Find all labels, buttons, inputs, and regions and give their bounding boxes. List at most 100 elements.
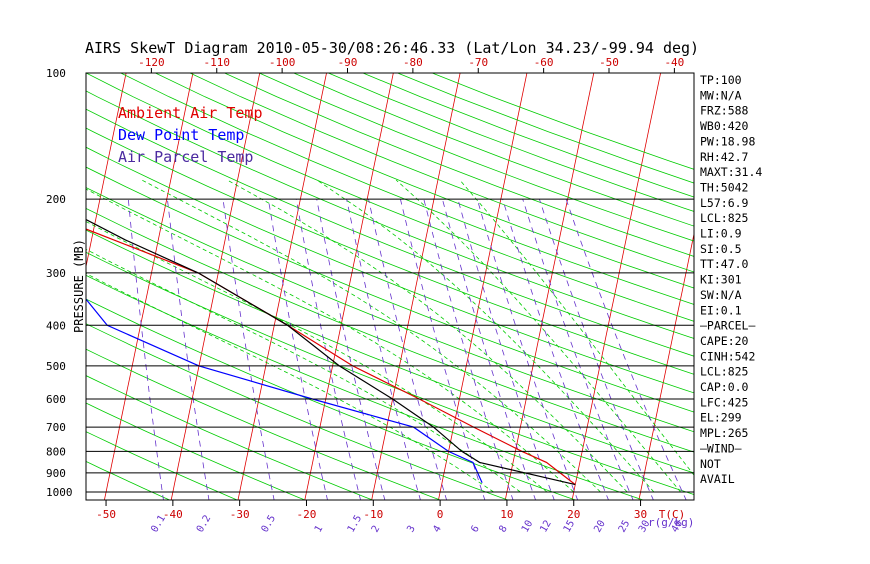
index-item: FRZ:588 [700, 104, 749, 118]
dry-adiabat-line [0, 54, 578, 501]
mixing-ratio-line [167, 199, 209, 501]
index-item: TT:47.0 [700, 257, 749, 271]
index-item: MAXT:31.4 [700, 165, 762, 179]
mixing-ratio-label: 3 [405, 524, 418, 535]
mixing-ratio-label: 2 [370, 524, 383, 535]
index-item: SI:0.5 [700, 242, 742, 256]
legend-entry: Dew Point Temp [118, 126, 244, 144]
isotherm-line [372, 54, 465, 501]
top-tick-label: -70 [468, 56, 488, 69]
legend-entry: Air Parcel Temp [118, 148, 253, 166]
mixing-ratio-line [477, 199, 578, 501]
index-item: CAPE:20 [700, 334, 749, 348]
mixing-ratio-label: 20 [592, 519, 608, 535]
mixing-ratio-label: 4 [431, 524, 444, 535]
bottom-tick-label: 30 [634, 508, 647, 521]
isotherm-line [839, 54, 870, 501]
pressure-tick-label: 100 [46, 67, 66, 80]
moist-adiabat-line [227, 180, 627, 492]
top-tick-label: -60 [534, 56, 554, 69]
index-item: –WIND– [700, 441, 742, 455]
mixing-ratio-unit-label: r(g/kg) [648, 516, 694, 529]
bottom-tick-label: -30 [230, 508, 250, 521]
mixing-ratio-line [128, 199, 163, 501]
isotherm-line [772, 54, 865, 501]
mixing-ratio-label: 1 [313, 524, 326, 535]
index-item: LCL:825 [700, 365, 748, 379]
top-tick-label: -40 [664, 56, 684, 69]
index-item: L57:6.9 [700, 196, 749, 210]
bottom-tick-label: 0 [437, 508, 444, 521]
pressure-tick-label: 800 [46, 445, 66, 458]
bottom-tick-label: -20 [297, 508, 317, 521]
index-item: NOT [700, 457, 721, 471]
mixing-ratio-line [503, 199, 609, 501]
index-item: LI:0.9 [700, 227, 742, 241]
index-item: –PARCEL– [700, 319, 755, 333]
index-item: TP:100 [700, 73, 742, 87]
index-item: LCL:825 [700, 211, 748, 225]
mixing-ratio-label: 8 [497, 524, 510, 535]
index-item: CINH:542 [700, 349, 755, 363]
pressure-tick-label: 200 [46, 193, 66, 206]
bottom-tick-label: -10 [363, 508, 383, 521]
moist-adiabat-line [0, 180, 494, 492]
mixing-ratio-line [400, 199, 485, 501]
top-tick-label: -80 [403, 56, 423, 69]
moist-adiabat-line [8, 180, 547, 492]
index-item: MW:N/A [700, 88, 742, 102]
top-tick-label: -50 [599, 56, 619, 69]
pressure-tick-label: 700 [46, 421, 66, 434]
index-item: CAP:0.0 [700, 380, 749, 394]
dry-adiabat-line [216, 54, 870, 501]
index-item: EI:0.1 [700, 303, 742, 317]
mixing-ratio-label: 10 [520, 519, 536, 535]
mixing-ratio-line [566, 199, 687, 501]
pressure-tick-label: 600 [46, 393, 66, 406]
mixing-ratio-label: 25 [617, 519, 633, 535]
mixing-ratio-label: 12 [538, 519, 554, 535]
index-item: AVAIL [700, 472, 735, 486]
index-item: RH:42.7 [700, 150, 749, 164]
dry-adiabat-line [350, 54, 870, 501]
mixing-ratio-line [458, 199, 555, 501]
index-item: LFC:425 [700, 395, 748, 409]
y-axis-label: PRESSURE (MB) [72, 239, 86, 333]
dry-adiabat-line [250, 54, 870, 501]
index-item: TH:5042 [700, 180, 748, 194]
dry-adiabat-line [0, 54, 714, 501]
bottom-tick-label: 20 [567, 508, 580, 521]
dry-adiabat-line [317, 54, 870, 501]
index-item: EL:299 [700, 411, 742, 425]
index-item: WB0:420 [700, 119, 749, 133]
index-item: MPL:265 [700, 426, 748, 440]
moist-adiabat-line [0, 180, 520, 492]
isotherm-line [305, 54, 398, 501]
pressure-tick-label: 400 [46, 319, 66, 332]
index-item: PW:18.98 [700, 134, 755, 148]
top-tick-label: -100 [269, 56, 296, 69]
pressure-tick-label: 900 [46, 467, 66, 480]
mixing-ratio-label: 0.2 [195, 513, 214, 534]
isotherm-line [572, 54, 665, 501]
bottom-tick-label: -50 [96, 508, 116, 521]
pressure-tick-label: 500 [46, 360, 66, 373]
top-tick-label: -110 [204, 56, 231, 69]
index-item: SW:N/A [700, 288, 742, 302]
top-tick-label: -90 [338, 56, 358, 69]
top-tick-label: -120 [138, 56, 165, 69]
index-item: KI:301 [700, 273, 742, 287]
mixing-ratio-line [296, 199, 361, 501]
pressure-tick-label: 1000 [46, 486, 73, 499]
mixing-ratio-label: 1.5 [346, 513, 365, 534]
dry-adiabat-line [0, 54, 646, 501]
chart-title: AIRS SkewT Diagram 2010-05-30/08:26:46.3… [85, 39, 699, 57]
mixing-ratio-line [539, 199, 653, 501]
mixing-ratio-label: 6 [469, 524, 482, 535]
dry-adiabat-line [182, 54, 870, 501]
bottom-tick-label: 10 [500, 508, 513, 521]
